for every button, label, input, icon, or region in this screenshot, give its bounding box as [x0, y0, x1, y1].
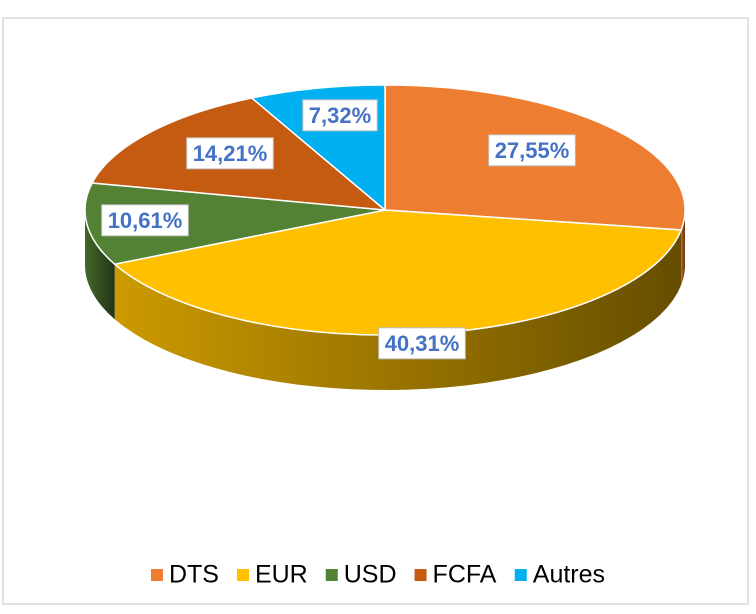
data-label: 40,31%	[385, 331, 460, 356]
legend-label: DTS	[169, 561, 219, 589]
data-label-box	[186, 137, 274, 170]
pie-side	[85, 210, 115, 320]
legend-label: Autres	[533, 561, 605, 589]
pie-side	[114, 229, 682, 390]
data-label-box	[378, 327, 466, 360]
data-label-box	[488, 134, 576, 167]
legend-swatch	[414, 569, 427, 581]
data-label: 10,61%	[108, 208, 183, 233]
legend-swatch	[514, 569, 527, 581]
legend-swatch	[236, 569, 249, 581]
legend-swatch	[325, 569, 338, 581]
data-label-box	[302, 99, 378, 132]
data-label: 27,55%	[495, 138, 570, 163]
data-label: 7,32%	[309, 103, 371, 128]
legend-swatch	[150, 569, 163, 581]
legend-label: USD	[344, 561, 397, 589]
data-label: 14,21%	[193, 141, 268, 166]
legend-label: EUR	[255, 561, 308, 589]
legend-label: FCFA	[433, 561, 497, 589]
data-label-box	[101, 204, 189, 237]
